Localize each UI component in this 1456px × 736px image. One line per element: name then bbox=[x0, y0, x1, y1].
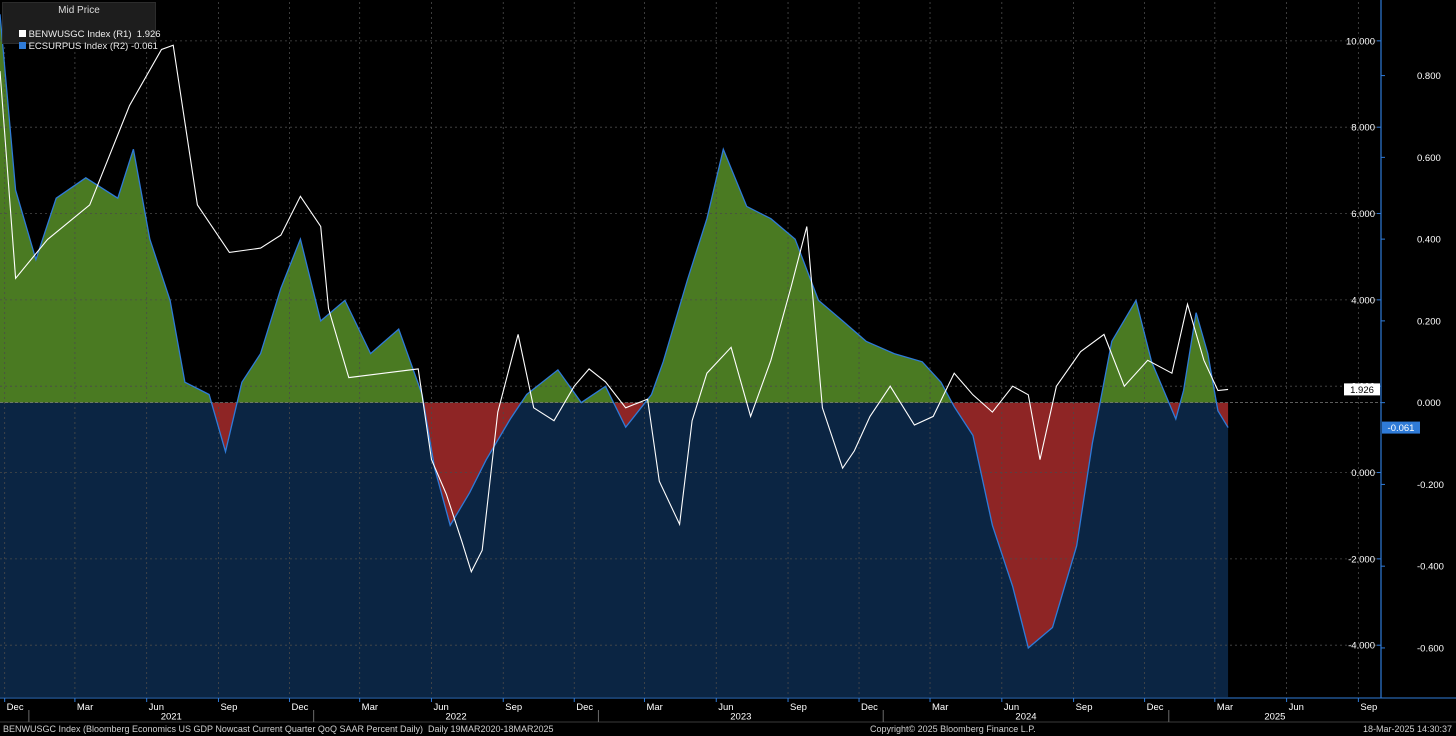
footer-timestamp: 18-Mar-2025 14:30:37 bbox=[1362, 724, 1452, 734]
r1-current-box bbox=[1344, 383, 1380, 396]
x-tick-label: Jun bbox=[149, 702, 164, 713]
legend-swatch-surprise bbox=[18, 42, 26, 49]
x-tick-label: Dec bbox=[7, 702, 24, 713]
r1-tick-label: 4.000 bbox=[1351, 295, 1375, 306]
surprise-positive-area bbox=[0, 14, 1229, 403]
x-tick-label: Jun bbox=[1004, 702, 1019, 713]
x-tick-label: Mar bbox=[362, 702, 378, 713]
legend-axis-surprise: (R2) bbox=[109, 41, 129, 52]
surprise-negative-area bbox=[211, 402, 1229, 648]
x-tick-label: Jun bbox=[718, 702, 733, 713]
x-tick-label: Dec bbox=[576, 702, 593, 713]
x-tick-label: Sep bbox=[790, 702, 807, 713]
x-tick-label: Sep bbox=[1076, 702, 1093, 713]
year-label: 2023 bbox=[730, 712, 751, 723]
x-tick-label: Sep bbox=[505, 702, 522, 713]
legend-ticker-surprise: ECSURPUS Index bbox=[28, 41, 108, 52]
legend: Mid Price BENWUSGC Index (R1) 1.926 ECSU… bbox=[2, 2, 161, 52]
r1-tick-label: 6.000 bbox=[1351, 209, 1375, 220]
r2-tick-label: 0.200 bbox=[1417, 316, 1441, 327]
legend-entry-surprise: ECSURPUS Index (R2) -0.061 bbox=[8, 30, 158, 63]
line-layer bbox=[0, 14, 1229, 650]
r2-current-box bbox=[1382, 421, 1420, 434]
r1-current-label: 1.926 bbox=[1350, 385, 1374, 396]
x-tick-label: Jun bbox=[433, 702, 448, 713]
r2-tick-label: 0.600 bbox=[1417, 153, 1441, 164]
year-label: 2021 bbox=[161, 712, 182, 723]
x-tick-label: Dec bbox=[291, 702, 308, 713]
r1-tick-label: -2.000 bbox=[1348, 554, 1375, 565]
footer-copyright: Copyright© 2025 Bloomberg Finance L.P. bbox=[870, 724, 1036, 734]
x-tick-label: Dec bbox=[1147, 702, 1164, 713]
r2-tick-label: -0.200 bbox=[1417, 480, 1444, 491]
legend-value-nowcast: 1.926 bbox=[136, 29, 161, 40]
x-tick-label: Mar bbox=[1217, 702, 1233, 713]
series-line-surprise bbox=[0, 14, 1229, 650]
legend-entry-nowcast: BENWUSGC Index (R1) 1.926 bbox=[8, 18, 161, 51]
x-tick-label: Mar bbox=[646, 702, 662, 713]
r1-tick-label: 8.000 bbox=[1351, 123, 1375, 134]
footer-description: BENWUSGC Index (Bloomberg Economics US G… bbox=[3, 724, 554, 734]
x-tick-label: Mar bbox=[77, 702, 93, 713]
legend-title: Mid Price bbox=[58, 5, 100, 16]
legend-value-surprise: -0.061 bbox=[131, 41, 158, 52]
x-tick-label: Jun bbox=[1289, 702, 1304, 713]
x-tick-label: Sep bbox=[1360, 702, 1377, 713]
x-tick-label: Dec bbox=[861, 702, 878, 713]
legend-swatch-nowcast bbox=[18, 30, 26, 37]
year-label: 2024 bbox=[1015, 712, 1036, 723]
surprise-base-area bbox=[0, 14, 1229, 698]
r2-current-label: -0.061 bbox=[1388, 423, 1415, 434]
x-tick-label: Mar bbox=[932, 702, 948, 713]
r1-tick-label: -4.000 bbox=[1348, 641, 1375, 652]
fill-layer bbox=[0, 14, 1229, 698]
legend-ticker-nowcast: BENWUSGC Index bbox=[28, 29, 111, 40]
grid-layer bbox=[0, 2, 1381, 697]
year-label: 2022 bbox=[445, 712, 466, 723]
r1-tick-label: 0.000 bbox=[1351, 468, 1375, 479]
r2-tick-label: -0.400 bbox=[1417, 562, 1444, 573]
r2-tick-label: 0.800 bbox=[1417, 71, 1441, 82]
legend-axis-nowcast: (R1) bbox=[113, 29, 132, 40]
r2-tick-label: 0.000 bbox=[1417, 398, 1441, 409]
r2-tick-label: 0.400 bbox=[1417, 235, 1441, 246]
series-line-nowcast bbox=[0, 44, 1229, 574]
x-axis-strip bbox=[0, 698, 1456, 722]
year-label: 2025 bbox=[1264, 712, 1285, 723]
r1-tick-label: 10.000 bbox=[1346, 36, 1375, 47]
x-tick-label: Sep bbox=[220, 702, 237, 713]
r2-tick-label: -0.600 bbox=[1417, 643, 1444, 654]
